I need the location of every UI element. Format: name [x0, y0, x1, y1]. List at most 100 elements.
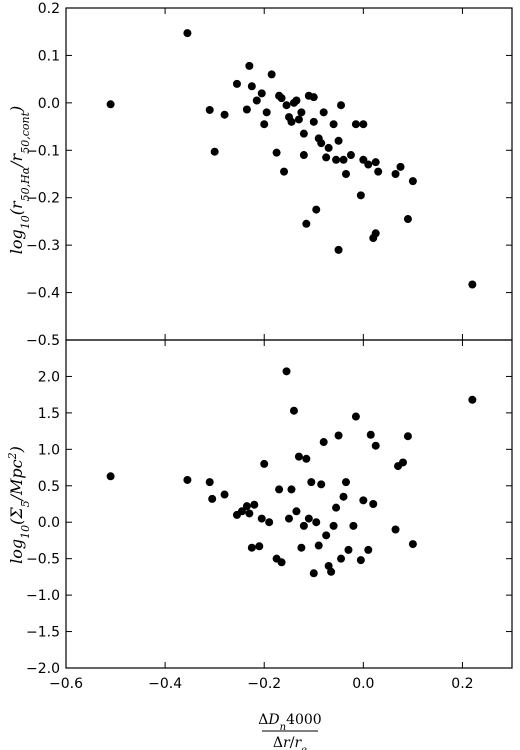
bottom-data-point [337, 554, 346, 563]
bottom-data-point [364, 545, 373, 554]
top-data-point [262, 108, 271, 117]
top-data-point [371, 229, 380, 238]
bottom-data-point [398, 458, 407, 467]
bottom-data-point [106, 472, 115, 481]
bottom-data-point [260, 459, 269, 468]
x-tick-label: 0.2 [451, 676, 473, 692]
bottom-data-point [245, 509, 254, 518]
top-data-point [299, 129, 308, 138]
bottom-panel-ticks: 2.0 1.5 1.0 0.5 0.0 −0.5 −1.0 −1.5 −2.0−0.6 −0.4 −… [26, 340, 512, 692]
top-data-point [297, 108, 306, 117]
bottom-data-point [237, 507, 246, 516]
bottom-data-point [403, 432, 412, 441]
bottom-data-point [307, 478, 316, 487]
bottom-panel-frame [65, 339, 513, 669]
top-data-point [324, 143, 333, 152]
top-data-point [106, 100, 115, 109]
bottom-data-point [255, 542, 264, 551]
top-data-point [334, 245, 343, 254]
top-data-point [346, 151, 355, 160]
top-data-point [359, 120, 368, 129]
top-data-point [408, 177, 417, 186]
top-data-point [309, 117, 318, 126]
bottom-data-point [359, 496, 368, 505]
top-panel-points [106, 29, 477, 289]
bottom-data-point [183, 475, 192, 484]
x-tick-label: 0.0 [352, 676, 374, 692]
top-data-point [247, 82, 256, 91]
top-data-point [374, 167, 383, 176]
top-data-point [337, 101, 346, 110]
top-panel-frame [65, 7, 513, 341]
bottom-data-point [285, 514, 293, 523]
top-data-point [302, 219, 311, 228]
bottom-data-point [351, 412, 360, 421]
bottom-y-tick-label: 0.5 [38, 479, 60, 495]
bottom-y-tick-label: −0.5 [26, 552, 60, 568]
top-data-point [468, 280, 477, 289]
top-y-axis-label: log10(r50,Hα/r50,cont) [7, 106, 32, 255]
x-tick-label: −0.4 [148, 676, 182, 692]
bottom-data-point [319, 438, 328, 447]
bottom-data-point [289, 406, 298, 415]
bottom-y-tick-label: −1.5 [26, 625, 60, 641]
bottom-data-point [257, 514, 266, 523]
top-data-point [309, 93, 318, 102]
bottom-data-point [468, 395, 477, 404]
top-y-tick-label: 0.0 [38, 96, 60, 112]
bottom-panel-points [106, 367, 477, 578]
bottom-data-point [265, 518, 274, 527]
bottom-data-point [327, 567, 336, 576]
bottom-y-tick-label: 1.0 [38, 442, 60, 458]
bottom-data-point [349, 521, 358, 530]
bottom-y-tick-label: 2.0 [38, 369, 60, 385]
bottom-data-point [369, 500, 378, 508]
bottom-data-point [366, 430, 375, 439]
bottom-data-point [297, 543, 306, 552]
top-y-tick-label: −0.4 [26, 286, 60, 302]
top-data-point [403, 215, 412, 224]
bottom-data-point [299, 521, 308, 530]
top-data-point [329, 120, 338, 129]
bottom-data-point [292, 507, 301, 516]
top-data-point [260, 120, 269, 129]
x-label-numerator: ΔDn4000 [258, 712, 321, 733]
top-data-point [272, 148, 281, 157]
bottom-y-tick-label: 0.0 [38, 515, 60, 531]
bottom-data-point [322, 531, 331, 540]
top-y-tick-label: −0.3 [26, 238, 60, 254]
bottom-data-point [339, 492, 348, 501]
top-y-tick-label: 0.2 [38, 1, 60, 17]
top-data-point [287, 117, 296, 126]
top-data-point [257, 89, 266, 98]
bottom-data-point [371, 441, 380, 450]
bottom-data-point [408, 540, 417, 549]
top-data-point [294, 115, 303, 124]
top-panel-ticks: 0.2 0.1 0.0 −0.1 −0.2 −0.3 −0.4 −0.5 [26, 1, 512, 349]
bottom-y-axis-label: log10(Σ5/Mpc2) [6, 446, 32, 564]
top-data-point [232, 79, 241, 88]
top-data-point [280, 167, 289, 176]
top-data-point [183, 29, 192, 38]
bottom-data-point [242, 502, 251, 511]
top-data-point [312, 205, 321, 214]
top-data-point [391, 170, 400, 178]
top-data-point [317, 139, 326, 148]
top-data-point [220, 110, 229, 119]
bottom-data-point [329, 521, 338, 530]
bottom-data-point [282, 367, 291, 376]
top-y-tick-label: −0.1 [26, 143, 60, 159]
top-data-point [334, 136, 343, 145]
top-data-point [267, 70, 276, 79]
top-data-point [356, 191, 365, 200]
bottom-data-point [205, 478, 214, 487]
bottom-data-point [344, 545, 353, 554]
top-data-point [332, 155, 341, 164]
bottom-data-point [294, 452, 303, 461]
x-tick-label: −0.2 [247, 676, 281, 692]
top-data-point [292, 96, 301, 105]
bottom-data-point [304, 514, 313, 523]
x-axis-label: ΔDn4000 Δr/re [258, 712, 321, 750]
top-data-point [359, 155, 368, 164]
